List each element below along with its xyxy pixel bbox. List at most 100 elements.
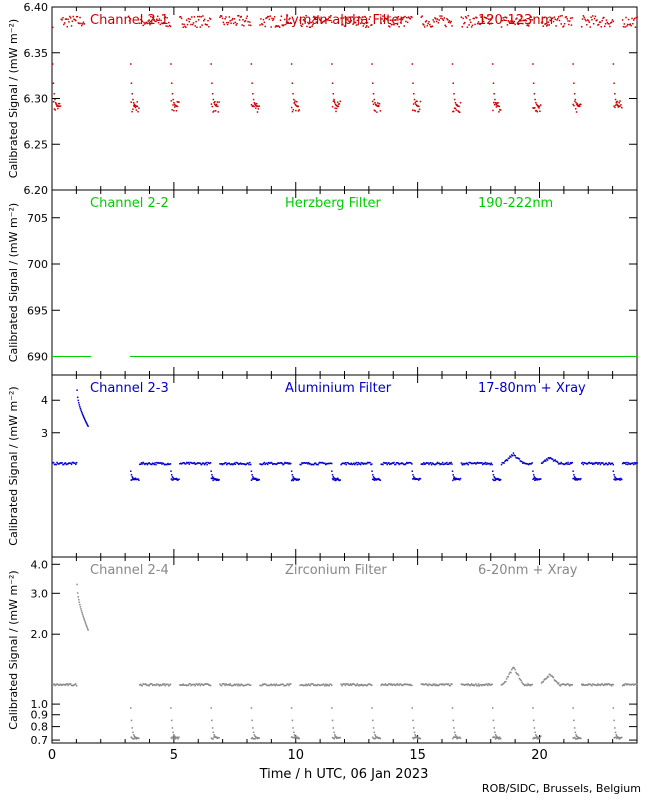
- data-point: [56, 683, 58, 685]
- data-point: [131, 110, 133, 113]
- data-point: [482, 462, 485, 465]
- data-point: [275, 24, 278, 27]
- data-point: [502, 462, 504, 464]
- dip-point: [535, 734, 537, 736]
- data-point: [600, 26, 603, 28]
- data-point: [398, 684, 400, 686]
- data-point: [266, 684, 269, 687]
- data-point: [75, 461, 78, 464]
- data-point: [315, 463, 318, 465]
- data-point: [475, 16, 477, 19]
- data-point: [331, 105, 334, 108]
- data-point: [138, 737, 140, 740]
- data-point: [284, 461, 286, 464]
- dip-point: [212, 731, 215, 734]
- data-point: [348, 21, 351, 23]
- dip-point: [572, 63, 574, 65]
- data-point: [264, 463, 266, 466]
- data-point: [400, 684, 403, 687]
- data-point: [461, 463, 463, 466]
- data-point: [202, 15, 204, 17]
- data-point: [161, 684, 163, 687]
- data-point: [285, 684, 288, 687]
- data-point: [157, 461, 160, 464]
- data-point: [434, 463, 436, 466]
- data-point: [418, 108, 421, 111]
- data-point: [417, 110, 420, 113]
- data-point: [525, 684, 527, 686]
- data-point: [545, 23, 547, 25]
- data-point: [501, 683, 504, 686]
- dip-point: [211, 93, 214, 95]
- data-point: [430, 463, 433, 466]
- data-point: [303, 684, 306, 686]
- data-point: [420, 463, 423, 465]
- data-point: [177, 738, 179, 740]
- dip-point: [538, 737, 541, 739]
- data-point: [493, 736, 495, 738]
- data-point: [185, 461, 188, 464]
- data-point: [181, 684, 184, 686]
- data-point: [394, 684, 397, 687]
- data-point: [249, 21, 251, 23]
- data-point: [519, 460, 522, 462]
- data-point: [71, 684, 74, 687]
- data-point: [627, 23, 629, 26]
- data-point: [541, 21, 544, 23]
- data-point: [221, 463, 224, 466]
- data-point: [323, 684, 325, 686]
- data-point: [153, 19, 156, 21]
- data-point: [330, 462, 333, 465]
- spike-point: [79, 606, 82, 608]
- data-point: [518, 19, 521, 21]
- dip-point: [451, 470, 454, 472]
- data-point: [162, 22, 164, 25]
- data-point: [517, 457, 520, 460]
- dip-point: [614, 731, 617, 734]
- data-point: [348, 684, 351, 686]
- data-point: [135, 738, 138, 740]
- data-point: [366, 461, 369, 464]
- data-point: [203, 463, 206, 466]
- data-point: [439, 15, 441, 17]
- data-point: [164, 685, 167, 687]
- dip-point: [290, 63, 293, 65]
- data-point: [527, 463, 529, 465]
- dip-point: [614, 98, 617, 101]
- data-point: [70, 684, 73, 687]
- data-point: [600, 462, 603, 464]
- data-point: [617, 106, 620, 108]
- data-point: [299, 19, 301, 22]
- dip-point: [294, 735, 297, 738]
- data-point: [57, 107, 59, 110]
- data-point: [544, 678, 546, 680]
- data-point: [145, 21, 148, 24]
- data-point: [630, 684, 632, 686]
- data-point: [370, 24, 372, 27]
- data-point: [239, 684, 242, 687]
- data-point: [161, 22, 163, 24]
- data-point: [574, 478, 576, 481]
- dip-point: [170, 470, 172, 472]
- data-point: [595, 462, 597, 464]
- panel-label: Aluminium Filter: [285, 381, 392, 396]
- data-point: [81, 24, 83, 27]
- dip-point: [54, 101, 57, 104]
- data-point: [72, 461, 74, 464]
- data-point: [553, 459, 556, 462]
- dip-point: [173, 734, 175, 736]
- data-point: [207, 461, 209, 464]
- dip-point: [454, 101, 457, 104]
- data-point: [585, 684, 587, 686]
- data-point: [150, 683, 153, 685]
- data-point: [503, 682, 505, 684]
- dip-point: [573, 719, 575, 722]
- data-point: [560, 23, 562, 25]
- data-point: [363, 462, 365, 465]
- data-point: [358, 463, 360, 465]
- data-point: [269, 15, 272, 17]
- data-point: [383, 684, 386, 686]
- data-point: [330, 462, 332, 464]
- data-point: [555, 25, 557, 27]
- spike-point: [85, 624, 88, 627]
